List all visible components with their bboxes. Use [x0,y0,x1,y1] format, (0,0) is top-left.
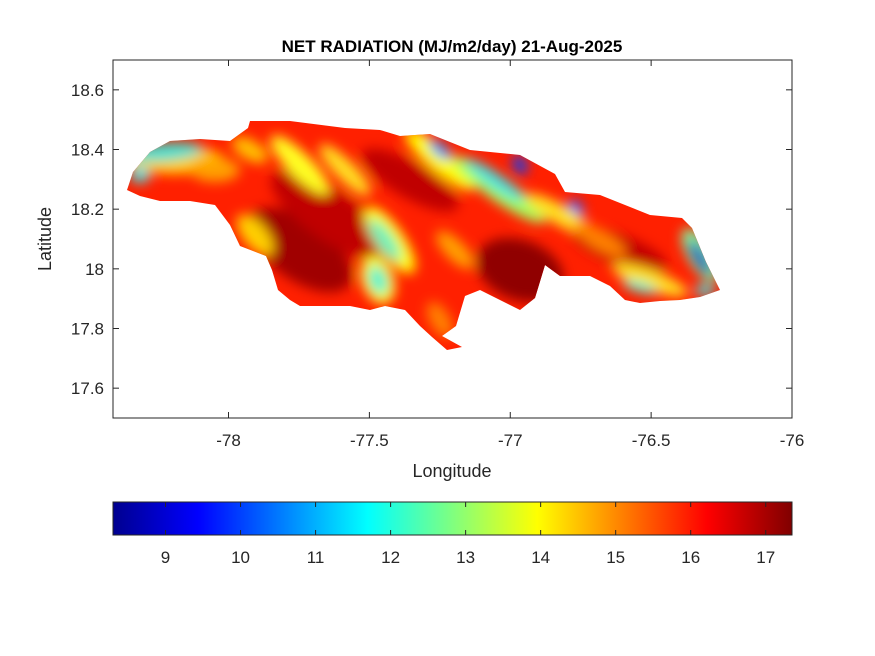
field-patch [428,139,452,161]
field-patch [236,214,274,256]
field-patch [612,263,688,297]
colorbar-tick-label: 13 [456,548,475,567]
colorbar-tick-label: 9 [161,548,170,567]
y-tick-label: 18 [85,260,104,279]
colorbar-tick-label: 10 [231,548,250,567]
x-axis: -78 -77.5 -77 -76.5 -76 [216,60,804,450]
colorbar-tick-label: 14 [531,548,550,567]
field-patch [319,144,371,196]
field-patch [247,207,353,293]
field-patch [426,301,454,339]
colorbar-tick-label: 17 [756,548,775,567]
y-tick-label: 18.2 [71,200,104,219]
colorbar-tick-label: 15 [606,548,625,567]
field-patch [512,155,528,175]
x-tick-label: -76.5 [632,431,671,450]
colorbar-tick-label: 11 [307,548,325,567]
x-tick-label: -77.5 [350,431,389,450]
field-patch [368,265,388,295]
colorbar [112,501,793,536]
x-tick-label: -77 [498,431,523,450]
field-patch [190,158,240,182]
x-tick-label: -76 [780,431,805,450]
y-tick-label: 17.8 [71,320,104,339]
colorbar-tick-label: 16 [681,548,700,567]
colorbar-tick-label: 12 [381,548,400,567]
field-patch [270,135,330,195]
y-axis: 17.6 17.8 18 18.2 18.4 18.6 [71,81,792,398]
field-patch [573,222,627,258]
field-patch [435,230,475,270]
y-tick-label: 17.6 [71,379,104,398]
y-tick-label: 18.6 [71,81,104,100]
field-patch [622,280,658,294]
chart-title: NET RADIATION (MJ/m2/day) 21-Aug-2025 [282,37,623,56]
field-patch [361,148,459,212]
field-patch [231,136,269,164]
colorbar-ticks: 9 10 11 12 13 14 15 16 17 [161,502,775,567]
y-axis-label: Latitude [35,207,55,271]
field-patch [130,167,150,183]
y-tick-label: 18.4 [71,141,104,160]
field-patch [695,284,715,296]
field-patch [404,129,476,191]
x-tick-label: -78 [216,431,241,450]
field-patch [688,240,712,276]
field-patch [466,159,524,201]
x-axis-label: Longitude [412,461,491,481]
field-patch [270,169,390,261]
field-patch [369,219,401,261]
